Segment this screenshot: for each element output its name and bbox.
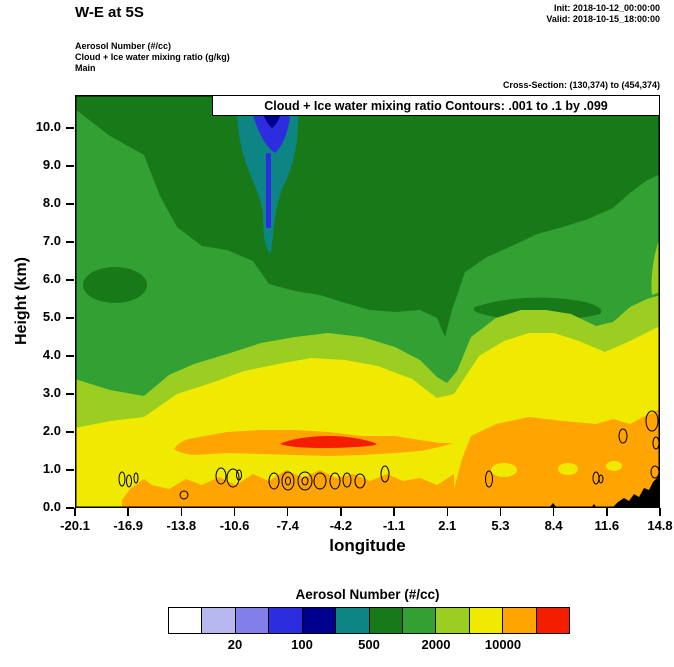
x-tick-label: 2.1 bbox=[438, 518, 457, 533]
x-tick-label: -7.4 bbox=[276, 518, 299, 533]
y-tick-mark bbox=[66, 127, 74, 129]
contour-field-label: Cloud + Ice water mixing ratio (g/kg) bbox=[75, 52, 230, 62]
y-tick-label: 2.0 bbox=[42, 423, 61, 438]
filled-contour-canvas bbox=[75, 95, 660, 508]
y-tick-label: 4.0 bbox=[42, 347, 61, 362]
x-tick-label: 8.4 bbox=[544, 518, 563, 533]
y-tick-label: 5.0 bbox=[42, 309, 61, 324]
run-info: Init: 2018-10-12_00:00:00 Valid: 2018-10… bbox=[546, 3, 660, 25]
x-tick-mark bbox=[286, 508, 289, 516]
x-tick-mark bbox=[74, 508, 76, 516]
colorbar-cell bbox=[535, 607, 571, 634]
x-tick-mark bbox=[180, 508, 183, 516]
y-tick-label: 7.0 bbox=[42, 233, 61, 248]
y-tick-mark bbox=[66, 431, 74, 433]
y-axis-title: Height (km) bbox=[13, 257, 30, 345]
cross-section-label: Cross-Section: (130,374) to (454,374) bbox=[502, 80, 660, 90]
fill-field-label: Aerosol Number (#/cc) bbox=[75, 41, 172, 51]
x-tick-label: 5.3 bbox=[491, 518, 510, 533]
colorbar-cell bbox=[201, 607, 236, 634]
colorbar-tick-label: 10000 bbox=[484, 637, 522, 652]
cloud-contour-lines bbox=[118, 410, 660, 500]
colorbar-cell bbox=[401, 607, 437, 634]
x-tick-mark bbox=[393, 508, 395, 516]
y-tick-mark bbox=[66, 279, 74, 281]
x-tick-mark bbox=[606, 508, 608, 516]
x-tick-mark bbox=[552, 508, 555, 516]
contour-info-box: Cloud + Ice water mixing ratio Contours:… bbox=[212, 95, 660, 116]
x-tick-label: -20.1 bbox=[60, 518, 90, 533]
y-tick-label: 0.0 bbox=[42, 499, 61, 514]
colorbar-tick-label: 20 bbox=[227, 637, 243, 652]
colorbar-tick-label: 500 bbox=[358, 637, 380, 652]
x-tick-mark bbox=[446, 508, 449, 516]
colorbar-cell bbox=[368, 607, 403, 634]
x-tick-label: -13.8 bbox=[166, 518, 197, 533]
y-tick-label: 3.0 bbox=[42, 385, 61, 400]
x-tick-mark bbox=[233, 508, 236, 516]
x-tick-label: -1.1 bbox=[382, 518, 406, 533]
y-tick-mark bbox=[66, 355, 74, 357]
y-tick-mark bbox=[66, 241, 74, 243]
colorbar-cell bbox=[435, 607, 470, 634]
colorbar-cell bbox=[335, 607, 370, 634]
y-tick-label: 1.0 bbox=[42, 461, 61, 476]
colorbar-cell bbox=[502, 607, 537, 634]
field-description: Aerosol Number (#/cc) Cloud + Ice water … bbox=[75, 41, 230, 74]
y-tick-label: 6.0 bbox=[42, 271, 61, 286]
colorbar-cell bbox=[301, 607, 337, 634]
domain-label: Main bbox=[75, 63, 96, 73]
colorbar-cell bbox=[168, 607, 203, 634]
valid-time: Valid: 2018-10-15_18:00:00 bbox=[546, 14, 660, 24]
y-tick-label: 10.0 bbox=[35, 119, 61, 134]
colorbar-labels: 20 100 500 2000 10000 bbox=[168, 637, 570, 652]
x-tick-label: -16.9 bbox=[113, 518, 143, 533]
colorbar-cell bbox=[234, 607, 270, 634]
colorbar-cells bbox=[168, 607, 571, 634]
x-axis-title: longitude bbox=[329, 536, 406, 555]
x-tick-label: -4.2 bbox=[329, 518, 353, 533]
y-tick-mark bbox=[66, 393, 74, 395]
colorbar-tick-label: 2000 bbox=[421, 637, 451, 652]
colorbar-title: Aerosol Number (#/cc) bbox=[295, 587, 440, 602]
colorbar-tick-label: 100 bbox=[291, 637, 313, 652]
x-tick-mark bbox=[659, 508, 661, 516]
init-time: Init: 2018-10-12_00:00:00 bbox=[553, 3, 660, 13]
x-tick-mark bbox=[340, 508, 342, 516]
x-tick-mark bbox=[499, 508, 502, 516]
y-tick-mark bbox=[66, 203, 74, 205]
x-tick-mark bbox=[127, 508, 129, 516]
x-tick-label: -10.6 bbox=[219, 518, 250, 533]
x-tick-label: 14.8 bbox=[647, 518, 673, 533]
x-tick-label: 11.6 bbox=[594, 518, 620, 533]
y-tick-mark bbox=[66, 469, 74, 471]
colorbar-cell bbox=[268, 607, 303, 634]
y-tick-label: 8.0 bbox=[42, 195, 61, 210]
y-tick-mark bbox=[66, 507, 74, 509]
plot-title: W-E at 5S bbox=[75, 4, 144, 21]
y-tick-label: 9.0 bbox=[42, 157, 61, 172]
cross-section-plot: Cloud + Ice water mixing ratio Contours:… bbox=[36, 95, 673, 533]
y-tick-mark bbox=[66, 317, 74, 319]
colorbar-cell bbox=[468, 607, 504, 634]
y-tick-mark bbox=[66, 165, 74, 167]
